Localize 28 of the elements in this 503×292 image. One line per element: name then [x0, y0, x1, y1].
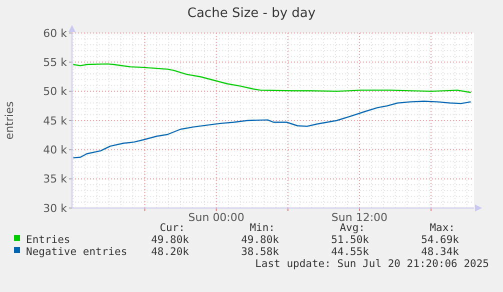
y-tick-label: 30 k [43, 202, 68, 215]
y-tick-label: 60 k [43, 26, 68, 40]
text: Avg: [340, 222, 365, 234]
text: Max: [430, 222, 455, 234]
y-tick-label: 55 k [43, 56, 68, 70]
x-tick-label: Sun 12:00 [331, 211, 388, 224]
text: 48.34k [421, 246, 460, 258]
text: 54.69k [421, 234, 460, 246]
text: Min: [250, 222, 275, 234]
legend-label: Entries [26, 234, 70, 246]
y-tick-label: 45 k [43, 114, 68, 128]
text: Cur: [160, 222, 185, 234]
y-tick-label: 35 k [43, 172, 68, 186]
text: 51.50k [331, 234, 370, 246]
text: 44.55k [331, 246, 370, 258]
text: 49.80k [241, 234, 280, 246]
text: Last update: Sun Jul 20 21:20:06 2025 [255, 258, 489, 270]
line-series [72, 63, 472, 94]
text: 38.58k [241, 246, 280, 258]
text: 48.20k [151, 246, 190, 258]
line-series [72, 100, 472, 158]
y-tick-label: 50 k [43, 85, 68, 98]
text: 49.80k [151, 234, 190, 246]
chart-title: Cache Size - by day [187, 6, 316, 21]
legend-label: Negative entries [26, 246, 128, 258]
x-tick-label: Sun 00:00 [188, 211, 244, 224]
y-tick-label: 40 k [43, 144, 68, 157]
y-axis-title: entries [3, 101, 16, 140]
